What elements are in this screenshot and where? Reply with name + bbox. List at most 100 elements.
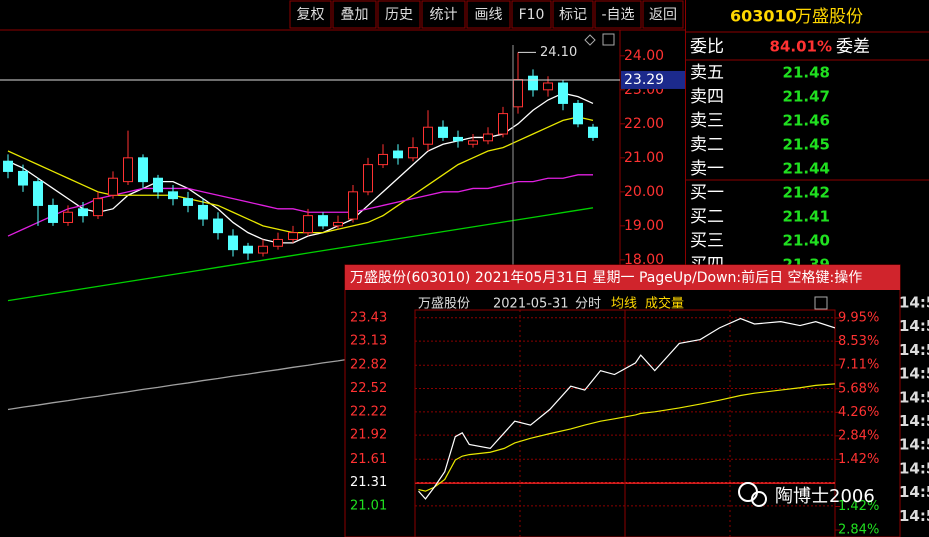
high-label: 24.10 [540,45,577,60]
toolbar-button[interactable] [332,0,377,29]
candle-body [468,140,478,145]
toolbar-button[interactable] [289,0,332,29]
candle-body [483,133,493,142]
y-tick-label: 21.61 [350,452,387,467]
y-tick-label: 21.31 [350,475,387,490]
candle-body [78,208,88,217]
book-price: 21.40 [783,232,830,250]
diff-label: 委差 [836,37,870,57]
y-tick-label: 19.00 [624,218,664,234]
volume-label[interactable]: 成交量 [645,296,684,312]
y2-tick-label: 2.84% [838,428,879,443]
y-tick-label: 22.52 [350,381,387,396]
candle-body [513,79,523,108]
candle-body [138,157,148,183]
candle-body [153,177,163,193]
candle-body [348,191,358,220]
window-icon[interactable] [814,296,828,310]
book-label: 卖三 [690,111,724,131]
window-icon[interactable] [602,33,615,46]
moving-average [7,174,593,237]
intraday-lines [418,317,835,500]
stock-code: 603010 [730,7,797,26]
toolbar-button[interactable] [552,0,594,29]
book-label: 卖二 [690,135,724,155]
order-book: 603010 万盛股份 委比 84.01% 委差 卖五 21.48 卖四 21.47 卖… [690,7,870,276]
moving-average [7,116,594,234]
candle-body [423,126,433,145]
candle-body [18,170,28,186]
time-label: 14:5 [899,412,929,430]
y2-tick-label: 1.42% [838,452,879,467]
candle-body [183,198,193,206]
candle-body [363,164,373,193]
toolbar-button[interactable] [594,0,642,29]
toolbar-button[interactable] [511,0,552,29]
intraday-date: 2021-05-31 [493,297,569,312]
candle-body [333,221,343,227]
ratio-value: 84.01% [770,38,832,56]
time-label: 14:5 [899,365,929,383]
toolbar-label[interactable]: 叠加 [341,7,369,23]
price-line [418,317,835,500]
y-tick-label: 22.82 [350,358,387,373]
toolbar-label[interactable]: 标记 [559,7,587,23]
candle-body [573,102,583,125]
toolbar-button[interactable] [377,0,421,29]
toolbar-label[interactable]: 统计 [430,7,458,23]
toolbar-button[interactable] [466,0,511,29]
y-tick-label: 18.00 [624,252,664,268]
time-label: 14:5 [899,294,929,312]
toolbar-button[interactable] [642,0,684,29]
time-label: 14:5 [899,317,929,335]
toolbar-button[interactable] [421,0,466,29]
book-label: 买二 [690,207,724,227]
y-tick-label: 20.00 [624,184,664,200]
candle-body [303,215,313,234]
current-price-label: 23.29 [624,72,664,88]
candle-body [108,177,118,196]
toolbar-label[interactable]: 画线 [475,7,503,23]
book-label: 卖四 [690,87,724,107]
popup-title: 万盛股份(603010) 2021年05月31日 星期一 PageUp/Down… [350,269,862,286]
avg-label[interactable]: 均线 [611,297,637,312]
y-tick-label: 22.22 [350,404,387,419]
candle-body [558,82,568,104]
y-tick-label: 24.00 [624,48,664,64]
candle-body [123,157,133,183]
current-price-box [621,70,685,89]
y2-tick-label: 4.26% [838,405,879,420]
candle-body [408,147,418,159]
toolbar-label[interactable]: 复权 [297,6,325,23]
candle-body [438,126,448,138]
candle-body [453,136,463,142]
candle-body [288,232,298,240]
candle-body [198,204,208,220]
toolbar: 复权 叠加 历史 统计 画线 F10 标记 -自选 返回 [289,0,684,29]
diamond-icon[interactable] [584,34,596,46]
book-label: 买一 [690,183,724,203]
time-label: 14:5 [899,459,929,477]
intraday-mode: 分时 [575,297,601,312]
y2-tick-label: 5.68% [838,381,879,396]
book-label: 卖一 [690,159,724,179]
watermark-text: 陶博士2006 [775,486,875,507]
stock-name: 万盛股份 [795,7,863,27]
toolbar-label[interactable]: 历史 [385,7,413,23]
candle-body [318,215,328,227]
wechat-icon [751,491,767,507]
candle-body [48,204,58,223]
candle-body [588,126,598,138]
moving-average [7,92,594,244]
toolbar-label[interactable]: F10 [519,7,545,23]
time-label: 14:5 [899,436,929,454]
toolbar-label[interactable]: -自选 [601,7,634,23]
watermark: 陶博士2006 [738,482,875,507]
intraday-name: 万盛股份 [418,297,470,312]
toolbar-label[interactable]: 返回 [649,7,677,23]
popup-titlebar [345,265,900,290]
candle-body [543,82,553,91]
